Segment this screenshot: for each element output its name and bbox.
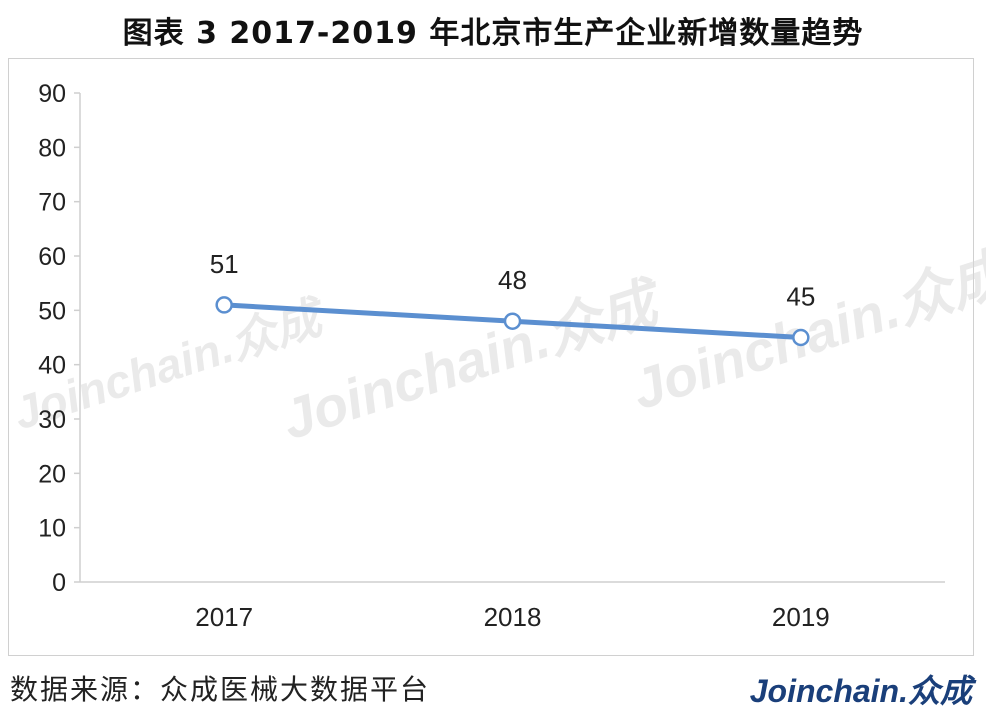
chart-title: 图表 3 2017-2019 年北京市生产企业新增数量趋势 — [122, 16, 864, 51]
y-tick-label: 50 — [38, 297, 66, 325]
y-tick-label: 20 — [38, 460, 66, 488]
data-label: 45 — [786, 282, 815, 312]
axes-group: 0 10 20 30 40 50 60 70 80 90 2017 2018 2019 — [38, 80, 945, 632]
y-tick-label: 90 — [38, 80, 66, 108]
y-tick-label: 80 — [38, 134, 66, 162]
data-source-note: 数据来源：众成医械大数据平台 — [10, 673, 431, 706]
x-tick-label: 2018 — [484, 602, 542, 632]
y-tick-label: 60 — [38, 243, 66, 271]
y-tick-label: 70 — [38, 189, 66, 217]
y-tick-label: 40 — [38, 352, 66, 380]
watermark-text: Joinchain.众成 — [274, 269, 671, 452]
data-point — [503, 312, 522, 330]
x-tick-label: 2019 — [772, 602, 830, 632]
chart-frame — [8, 58, 974, 656]
series-group: 51 48 45 — [210, 249, 815, 347]
data-point — [215, 296, 233, 314]
x-tick-label: 2017 — [195, 602, 253, 632]
data-point — [792, 328, 810, 347]
joinchain-logo: Joinchain.众成 — [749, 673, 972, 709]
data-label: 48 — [498, 265, 527, 295]
y-tick-label: 10 — [38, 515, 66, 543]
data-label: 51 — [210, 249, 239, 279]
y-tick-label: 0 — [52, 569, 66, 597]
y-tick-label: 30 — [38, 406, 66, 434]
